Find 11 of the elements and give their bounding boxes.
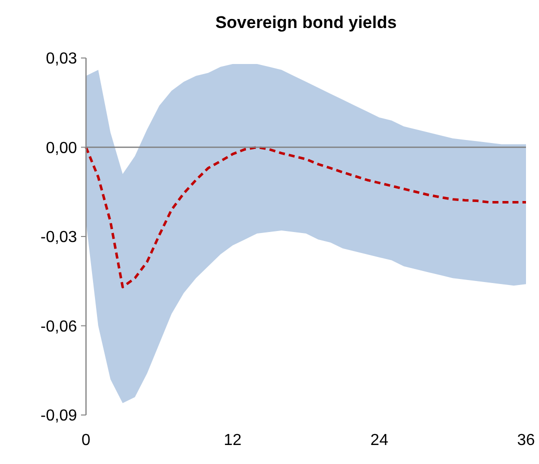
y-tick-label: 0,03 bbox=[46, 50, 78, 68]
chart-title: Sovereign bond yields bbox=[215, 13, 397, 32]
y-tick-label: 0,00 bbox=[46, 140, 78, 157]
x-tick-label: 0 bbox=[82, 432, 91, 449]
x-tick-label: 36 bbox=[517, 432, 535, 449]
y-tick-label: -0,03 bbox=[40, 229, 78, 246]
x-tick-label: 12 bbox=[224, 432, 242, 449]
y-tick-label: -0,06 bbox=[40, 318, 78, 336]
x-tick-label: 24 bbox=[370, 432, 388, 449]
y-tick-label: -0,09 bbox=[40, 408, 78, 425]
line-series bbox=[84, 146, 528, 288]
